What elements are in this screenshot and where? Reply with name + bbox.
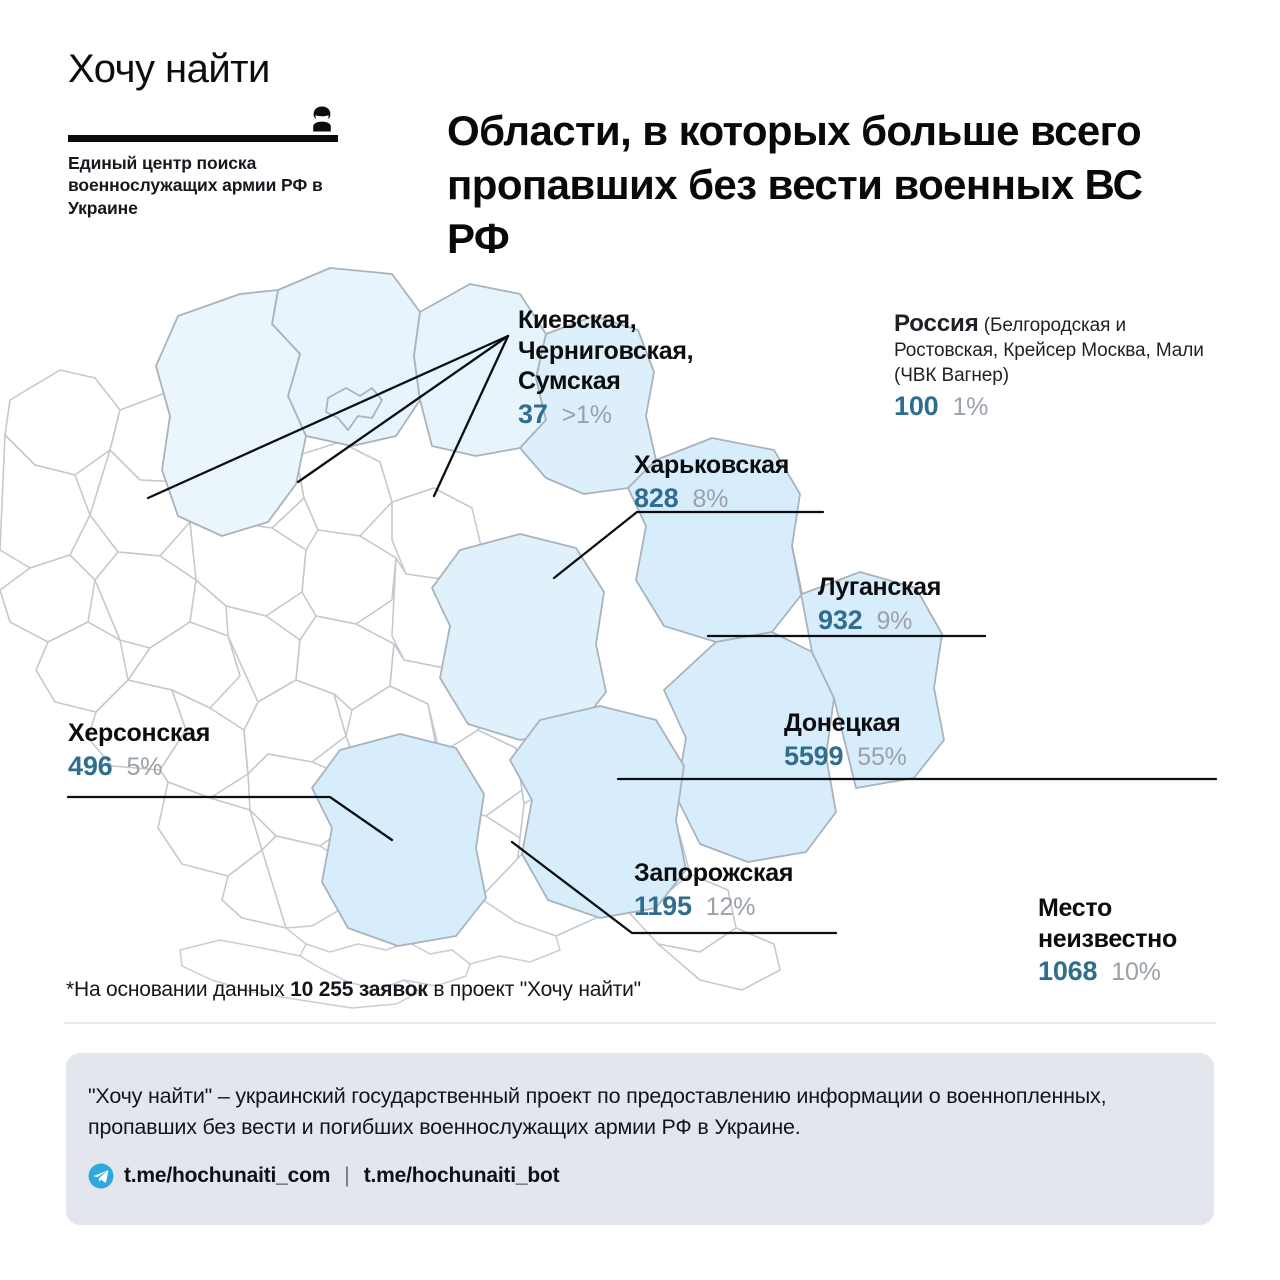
logo-subtitle: Единый центр поиска военнослужащих армии… bbox=[68, 153, 323, 218]
callout-percent: 1% bbox=[952, 392, 989, 421]
logo-mark bbox=[68, 96, 338, 142]
about-text: "Хочу найти" – украинский государственны… bbox=[88, 1084, 1107, 1139]
divider bbox=[64, 1022, 1216, 1024]
callout-label: Харьковская bbox=[634, 451, 790, 479]
footnote-prefix: *На основании данных bbox=[66, 978, 291, 1001]
telegram-icon bbox=[88, 1163, 114, 1189]
callout-count: 37 bbox=[518, 398, 548, 429]
logo-rule bbox=[68, 135, 338, 142]
footnote-highlight: 10 255 заявок bbox=[290, 978, 428, 1001]
data-source-footnote: *На основании данных 10 255 заявок в про… bbox=[66, 978, 641, 1002]
callout-description: (Белгородская и Ростовская, Крейсер Моск… bbox=[894, 315, 1204, 386]
callout-count: 100 bbox=[894, 390, 939, 421]
callout-label: Донецкая bbox=[784, 709, 901, 737]
callout-count: 1068 bbox=[1038, 956, 1098, 986]
callout-kherson: Херсонская 496 5% bbox=[68, 718, 328, 782]
callout-percent: 12% bbox=[705, 892, 756, 921]
callout-count: 5599 bbox=[784, 740, 844, 771]
callout-count: 828 bbox=[634, 482, 679, 513]
callout-label: Луганская bbox=[818, 573, 942, 601]
callout-label: Россия bbox=[894, 310, 979, 337]
callout-zaporizhzhia: Запорожская 1195 12% bbox=[634, 858, 914, 922]
callout-percent: 10% bbox=[1111, 958, 1161, 986]
brand-logo: Хочу найти Единый центр поиска военнослу… bbox=[68, 48, 338, 219]
callout-donetsk: Донецкая 5599 55% bbox=[784, 708, 1064, 772]
contact-links: t.me/hochunaiti_com | t.me/hochunaiti_bo… bbox=[88, 1163, 560, 1189]
callout-count: 496 bbox=[68, 750, 113, 781]
callout-unknown-place: Место неизвестно 1068 10% bbox=[1038, 893, 1228, 987]
callout-count: 932 bbox=[818, 604, 863, 635]
callout-percent: 5% bbox=[126, 752, 163, 781]
logo-title: Хочу найти bbox=[68, 47, 270, 91]
link-separator: | bbox=[344, 1164, 350, 1187]
callout-label: Херсонская bbox=[68, 719, 211, 747]
callout-kharkiv: Харьковская 828 8% bbox=[634, 450, 894, 514]
telegram-channel-link[interactable]: t.me/hochunaiti_com bbox=[124, 1164, 331, 1187]
ukraine-map bbox=[0, 250, 1280, 1010]
footnote-suffix: в проект "Хочу найти" bbox=[427, 978, 641, 1001]
callout-percent: 8% bbox=[692, 484, 729, 513]
callout-percent: >1% bbox=[561, 400, 612, 429]
callout-percent: 9% bbox=[876, 606, 913, 635]
callout-count: 1195 bbox=[634, 890, 692, 921]
callout-label: Место неизвестно bbox=[1038, 894, 1177, 953]
page-title: Области, в которых больше всего пропавши… bbox=[447, 107, 1143, 262]
person-icon bbox=[313, 106, 331, 132]
callout-kyiv-chernihiv-sumy: Киевская, Черниговская, Сумская 37 >1% bbox=[518, 305, 778, 430]
callout-percent: 55% bbox=[857, 742, 907, 771]
callout-luhansk: Луганская 932 9% bbox=[818, 572, 1058, 636]
callout-russia: Россия (Белгородская и Ростовская, Крейс… bbox=[894, 308, 1214, 422]
telegram-bot-link[interactable]: t.me/hochunaiti_bot bbox=[363, 1164, 560, 1187]
callout-label: Запорожская bbox=[634, 859, 794, 887]
callout-label: Киевская, Черниговская, Сумская bbox=[518, 306, 694, 395]
about-panel: "Хочу найти" – украинский государственны… bbox=[66, 1053, 1214, 1225]
